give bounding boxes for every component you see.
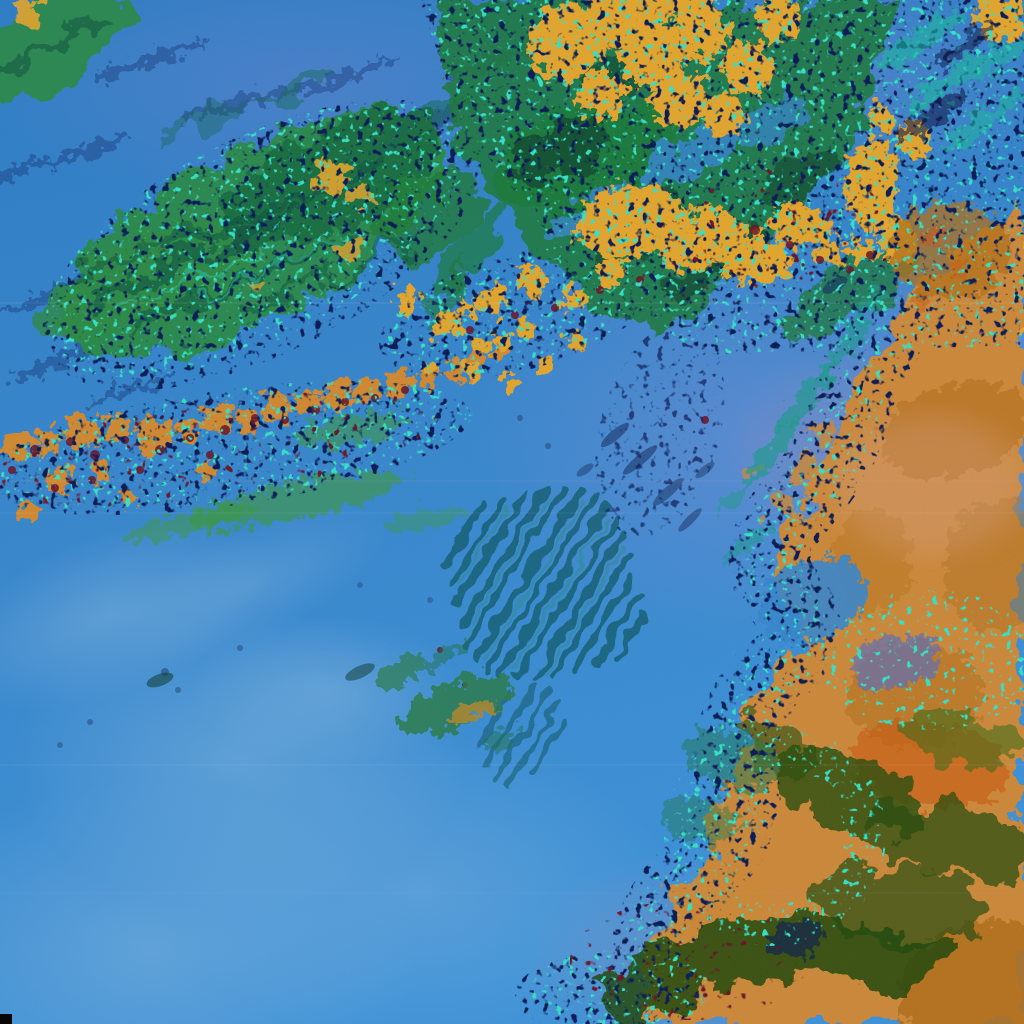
corner-artifact <box>0 1014 12 1024</box>
